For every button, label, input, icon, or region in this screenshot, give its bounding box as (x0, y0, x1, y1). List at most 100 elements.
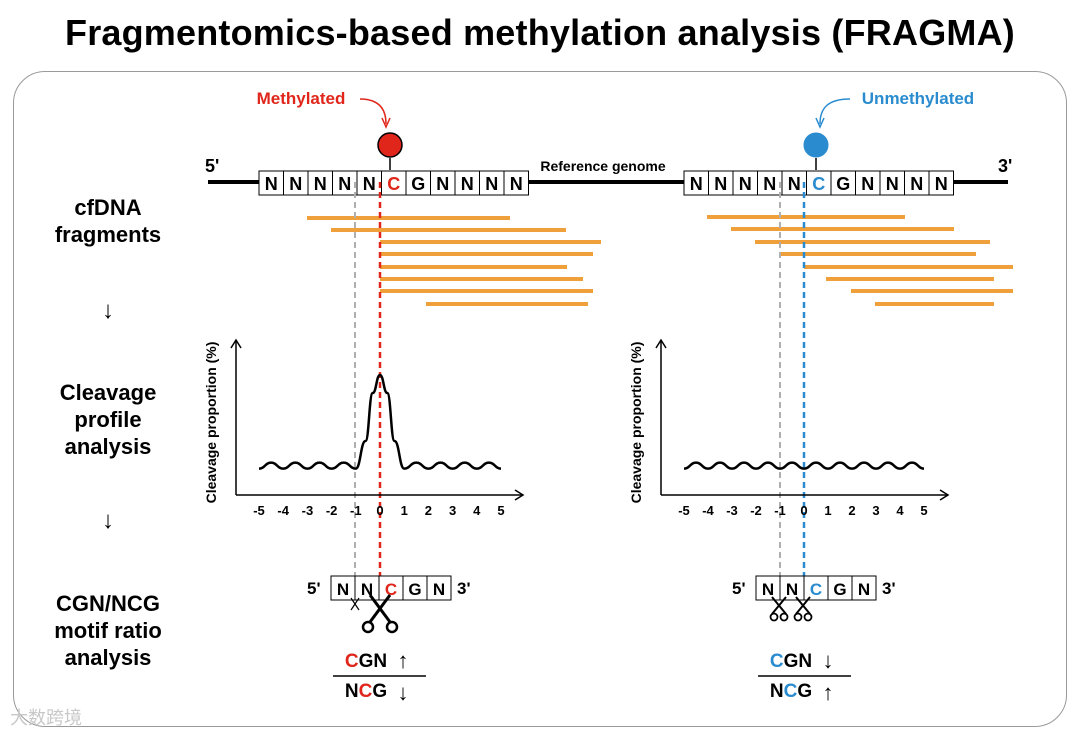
genome-base-base: N (314, 174, 327, 194)
genome-base-base: N (886, 174, 899, 194)
right-den-c: C (784, 681, 798, 702)
motif-base-base: N (786, 580, 798, 599)
motif-base-base: N (858, 580, 870, 599)
x-tick-label: 0 (800, 503, 807, 518)
cleavage-chart-methylated: Cleavage proportion (%) -5 -4 -3 -2 -1 0 1 2 3 4 5 (203, 338, 525, 518)
motif-label: CGN/NCG motif ratio analysis (13, 590, 203, 671)
motif-base-box (827, 575, 853, 601)
x-tick-label: 0 (376, 503, 383, 518)
left-ratio-numerator: CGN (345, 651, 387, 672)
genome-base-box (928, 170, 954, 196)
left-den-g: G (372, 681, 387, 702)
cleavage-curve-line (683, 461, 925, 470)
x-tick-label: -2 (750, 503, 762, 518)
right-den-n: N (770, 681, 784, 702)
unmethyl-group-icon (803, 132, 829, 158)
left-den-c: C (359, 681, 373, 702)
motif-base-base: N (337, 580, 349, 599)
genome-base-base: N (461, 174, 474, 194)
motif-base-base: N (361, 580, 373, 599)
x-tick-label: -1 (350, 503, 362, 518)
x-tick-label: 3 (449, 503, 456, 518)
motif-three-prime: 3' (882, 579, 896, 598)
watermark: 大数跨境 (10, 708, 82, 728)
genome-five-prime: 5' (205, 156, 219, 176)
motif-base-base: C (385, 580, 397, 599)
cfdna-label: cfDNA fragments (13, 194, 203, 248)
flow-arrow-1: ↓ (102, 297, 114, 324)
motif-base-box (755, 575, 781, 601)
x-tick-label: -3 (302, 503, 314, 518)
genome-base-base: N (935, 174, 948, 194)
x-axis-arrow-icon (939, 489, 950, 501)
x-tick-label: 2 (848, 503, 855, 518)
motif-base-box (779, 575, 805, 601)
genome-base-base: G (836, 174, 850, 194)
motif-five-prime: 5' (307, 579, 321, 598)
arrow-down-icon: ↓ (398, 680, 409, 705)
genome-base-base: N (338, 174, 351, 194)
x-tick-label: 4 (896, 503, 904, 518)
motif-sequence-left: 5' N N C G N 3' (307, 575, 471, 601)
genome-base-box (332, 170, 358, 196)
motif-base-box (851, 575, 877, 601)
x-tick-label: -2 (326, 503, 338, 518)
y-axis-arrow-icon (655, 338, 667, 349)
left-num-c: C (345, 651, 359, 672)
cleavage-chart-unmethylated: Cleavage proportion (%) -5 -4 -3 -2 -1 0 1 2 3 4 5 (628, 338, 950, 518)
genome-base-base: G (411, 174, 425, 194)
genome-base-base: N (714, 174, 727, 194)
genome-base-box (879, 170, 905, 196)
left-ratio-denominator: NCG (345, 681, 387, 702)
x-tick-label: 2 (425, 503, 432, 518)
cleavage-label-line1: Cleavage (59, 380, 157, 405)
arrow-up-icon: ↑ (823, 680, 834, 705)
cleavage-curve-line (258, 373, 502, 470)
genome-base-box (683, 170, 709, 196)
arrow-up-icon: ↑ (398, 648, 409, 673)
flow-arrow-2: ↓ (102, 507, 114, 534)
genome-base-base: N (265, 174, 278, 194)
motif-base-base: C (810, 580, 822, 599)
right-den-g: G (797, 681, 812, 702)
genome-base-box (503, 170, 529, 196)
left-num-rest: GN (359, 651, 388, 672)
left-fragments (307, 216, 601, 306)
y-axis-label: Cleavage proportion (%) (628, 342, 644, 504)
motif-base-box (426, 575, 452, 601)
methyl-group-icon (377, 132, 403, 158)
genome-base-base: N (289, 174, 302, 194)
genome-base-box (356, 170, 382, 196)
scissors-icon (793, 596, 813, 622)
genome-base-base: N (690, 174, 703, 194)
reference-label-bg (530, 155, 676, 175)
genome-base-box (307, 170, 333, 196)
genome-base-box (732, 170, 758, 196)
genome-base-box (806, 170, 832, 196)
arrow-down-icon: ↓ (823, 648, 834, 673)
right-num-c: C (770, 651, 784, 672)
x-tick-label: 5 (497, 503, 504, 518)
motif-five-prime: 5' (732, 579, 746, 598)
genome-base-base: N (436, 174, 449, 194)
scissors-icon (769, 596, 789, 622)
right-fragments (707, 215, 1013, 306)
x-tick-label: -4 (702, 503, 714, 518)
genome-base-base: C (387, 174, 400, 194)
genome-base-base: N (510, 174, 523, 194)
genome-base-base: N (788, 174, 801, 194)
genome-base-box (904, 170, 930, 196)
x-tick-label: -3 (726, 503, 738, 518)
motif-label-line2: motif ratio (54, 618, 162, 643)
right-ratio-numerator: CGN (770, 651, 812, 672)
x-tick-label: -5 (253, 503, 265, 518)
genome-base-base: N (763, 174, 776, 194)
motif-label-line3: analysis (64, 645, 152, 670)
x-tick-label: 3 (872, 503, 879, 518)
x-axis-arrow-icon (514, 489, 525, 501)
genome-three-prime: 3' (998, 156, 1012, 176)
motif-base-base: G (408, 580, 421, 599)
